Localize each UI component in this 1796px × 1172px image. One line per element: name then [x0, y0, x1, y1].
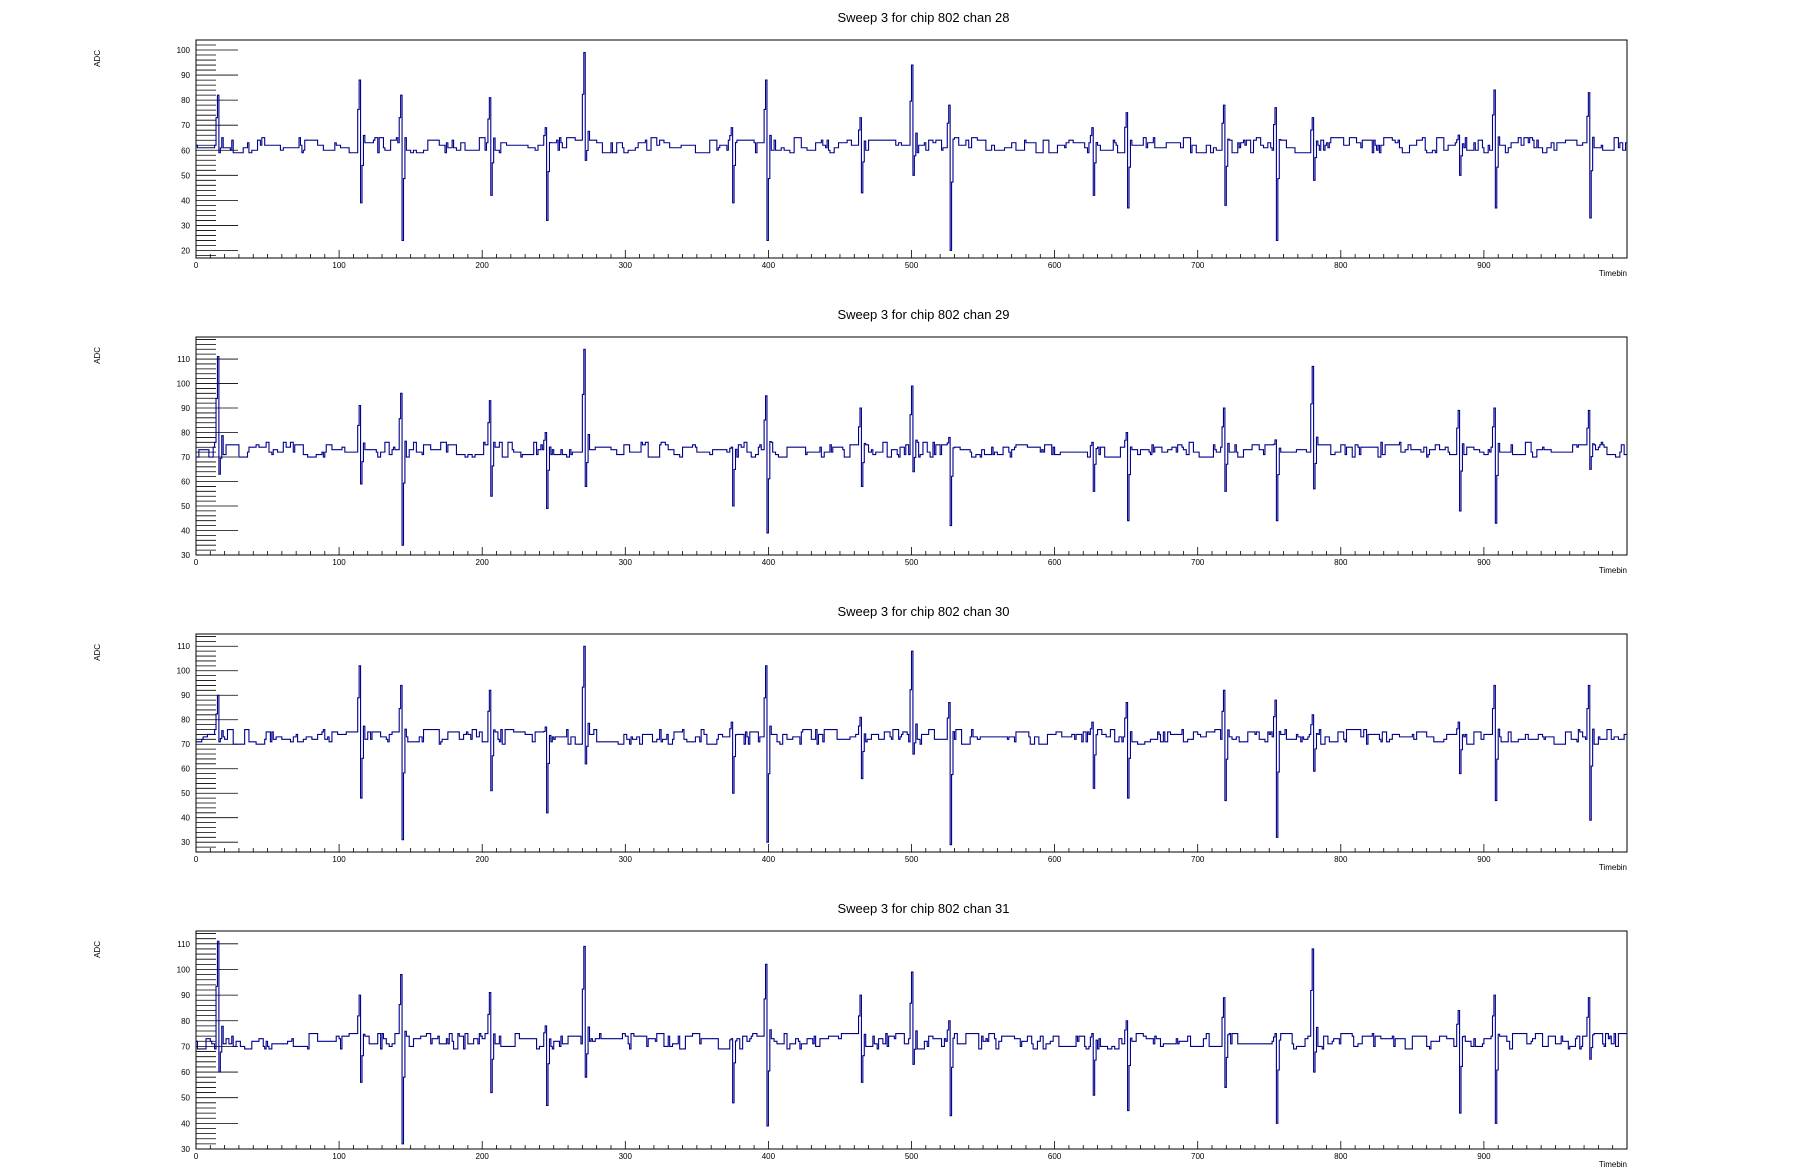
x-tick-label: 900	[1477, 558, 1491, 567]
y-tick-label: 40	[181, 196, 190, 205]
y-tick-label: 80	[181, 429, 190, 438]
x-tick-label: 900	[1477, 261, 1491, 270]
x-tick-label: 100	[332, 558, 346, 567]
chart-panel-2: Sweep 3 for chip 802 chan 30 Timebin ADC 0 1…	[93, 604, 1628, 872]
x-tick-label: 0	[194, 558, 199, 567]
x-tick-label: 0	[194, 1152, 199, 1161]
y-tick-label: 20	[181, 246, 190, 255]
y-tick-label: 40	[181, 1119, 190, 1128]
x-tick-label: 400	[762, 855, 776, 864]
x-tick-label: 0	[194, 261, 199, 270]
series-line	[196, 348, 1627, 546]
x-axis-label: Timebin	[1599, 269, 1627, 278]
y-tick-label: 70	[181, 1042, 190, 1051]
x-tick-label: 700	[1191, 855, 1205, 864]
chart-title: Sweep 3 for chip 802 chan 31	[837, 901, 1009, 916]
x-tick-label: 900	[1477, 1152, 1491, 1161]
y-tick-label: 60	[181, 478, 190, 487]
x-tick-label: 700	[1191, 261, 1205, 270]
y-tick-label: 50	[181, 502, 190, 511]
y-tick-label: 60	[181, 765, 190, 774]
y-tick-label: 50	[181, 1094, 190, 1103]
y-tick-label: 70	[181, 740, 190, 749]
x-tick-label: 800	[1334, 261, 1348, 270]
y-tick-label: 100	[177, 46, 191, 55]
x-tick-label: 600	[1048, 855, 1062, 864]
x-tick-label: 800	[1334, 1152, 1348, 1161]
y-tick-label: 80	[181, 96, 190, 105]
x-tick-label: 300	[619, 558, 633, 567]
x-tick-label: 600	[1048, 1152, 1062, 1161]
x-tick-label: 400	[762, 558, 776, 567]
x-tick-label: 100	[332, 855, 346, 864]
y-tick-label: 90	[181, 71, 190, 80]
x-tick-label: 500	[905, 558, 919, 567]
y-tick-label: 30	[181, 838, 190, 847]
series-line	[196, 51, 1627, 252]
y-axis-label: ADC	[93, 941, 102, 958]
x-tick-label: 100	[332, 261, 346, 270]
chart-panel-0: Sweep 3 for chip 802 chan 28 Timebin ADC 0 1…	[93, 10, 1628, 278]
x-tick-label: 600	[1048, 558, 1062, 567]
x-tick-label: 300	[619, 261, 633, 270]
y-tick-label: 90	[181, 404, 190, 413]
y-tick-label: 100	[177, 380, 191, 389]
x-tick-label: 500	[905, 261, 919, 270]
x-tick-label: 900	[1477, 855, 1491, 864]
y-tick-label: 110	[177, 940, 190, 949]
x-tick-label: 100	[332, 1152, 346, 1161]
x-tick-label: 300	[619, 1152, 633, 1161]
x-tick-label: 200	[476, 1152, 490, 1161]
series-line	[196, 645, 1627, 846]
x-tick-label: 300	[619, 855, 633, 864]
y-tick-label: 110	[177, 355, 190, 364]
y-tick-label: 70	[181, 121, 190, 130]
y-tick-label: 80	[181, 1017, 190, 1026]
x-tick-label: 700	[1191, 558, 1205, 567]
y-axis-label: ADC	[93, 50, 102, 67]
x-tick-label: 800	[1334, 558, 1348, 567]
plot-frame	[195, 336, 1628, 556]
x-tick-label: 0	[194, 855, 199, 864]
x-axis-label: Timebin	[1599, 863, 1627, 872]
y-tick-label: 40	[181, 527, 190, 536]
y-tick-label: 60	[181, 1068, 190, 1077]
x-tick-label: 800	[1334, 855, 1348, 864]
x-axis-label: Timebin	[1599, 1160, 1627, 1169]
x-tick-label: 400	[762, 261, 776, 270]
y-tick-label: 90	[181, 991, 190, 1000]
chart-panel-3: Sweep 3 for chip 802 chan 31 Timebin ADC 0 1…	[93, 901, 1628, 1169]
y-axis-label: ADC	[93, 644, 102, 661]
y-tick-label: 80	[181, 716, 190, 725]
x-tick-label: 500	[905, 1152, 919, 1161]
series-line	[196, 940, 1627, 1145]
y-tick-label: 40	[181, 814, 190, 823]
chart-title: Sweep 3 for chip 802 chan 29	[837, 307, 1009, 322]
y-axis-label: ADC	[93, 347, 102, 364]
y-tick-label: 100	[177, 667, 191, 676]
chart-title: Sweep 3 for chip 802 chan 30	[837, 604, 1009, 619]
x-tick-label: 400	[762, 1152, 776, 1161]
x-tick-label: 200	[476, 261, 490, 270]
chart-panel-1: Sweep 3 for chip 802 chan 29 Timebin ADC 0 1…	[93, 307, 1628, 575]
x-tick-label: 200	[476, 855, 490, 864]
x-tick-label: 500	[905, 855, 919, 864]
y-tick-label: 50	[181, 789, 190, 798]
x-tick-label: 700	[1191, 1152, 1205, 1161]
y-tick-label: 100	[177, 965, 191, 974]
x-tick-label: 200	[476, 558, 490, 567]
y-tick-label: 90	[181, 691, 190, 700]
y-tick-label: 50	[181, 171, 190, 180]
y-tick-label: 30	[181, 221, 190, 230]
x-axis-label: Timebin	[1599, 566, 1627, 575]
y-tick-label: 30	[181, 551, 190, 560]
y-tick-label: 60	[181, 146, 190, 155]
x-tick-label: 600	[1048, 261, 1062, 270]
y-tick-label: 110	[177, 642, 190, 651]
chart-title: Sweep 3 for chip 802 chan 28	[837, 10, 1009, 25]
y-tick-label: 30	[181, 1145, 190, 1154]
y-tick-label: 70	[181, 453, 190, 462]
